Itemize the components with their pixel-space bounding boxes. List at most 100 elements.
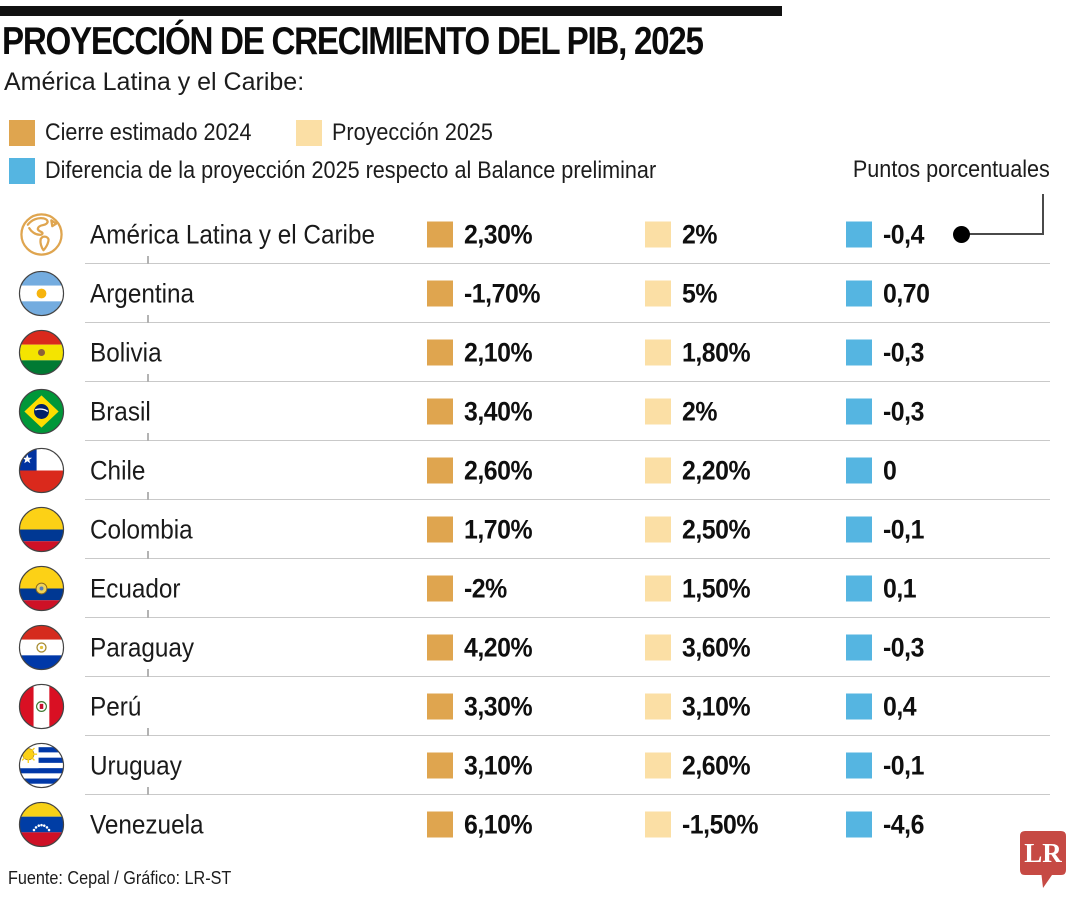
proyeccion-2025-cell: 2,20%	[645, 455, 756, 486]
proyeccion-value: 1,80%	[682, 337, 751, 367]
diferencia-cell: -0,4	[846, 219, 928, 250]
proyeccion-value: 2,20%	[682, 455, 751, 485]
row-separator	[85, 676, 1050, 677]
diferencia-cell: -0,3	[846, 337, 928, 368]
proyeccion-value: 1,50%	[682, 573, 751, 603]
row-separator	[85, 735, 1050, 736]
cierre-value: -1,70%	[464, 278, 540, 308]
flag-ecuador-icon	[18, 565, 65, 612]
callout-line-horizontal	[969, 233, 1044, 235]
country-label: Paraguay	[90, 632, 195, 662]
flag-uruguay-icon	[18, 742, 65, 789]
table-row: Perú 3,30% 3,10% 0,4	[0, 677, 1080, 736]
row-separator	[85, 263, 1050, 264]
table-row: Colombia 1,70% 2,50% -0,1	[0, 500, 1080, 559]
proyeccion-2025-cell: -1,50%	[645, 809, 765, 840]
cierre-2024-cell: 4,20%	[427, 632, 538, 663]
country-label: América Latina y el Caribe	[90, 219, 375, 249]
diferencia-cell: 0,1	[846, 573, 919, 604]
diferencia-swatch-icon	[846, 221, 872, 248]
row-separator	[85, 381, 1050, 382]
row-separator-tick	[147, 256, 149, 264]
flag-argentina-icon	[18, 270, 65, 317]
proyeccion-swatch-icon	[645, 634, 671, 661]
diferencia-swatch-icon	[846, 398, 872, 425]
table-row: Argentina -1,70% 5% 0,70	[0, 264, 1080, 323]
lr-logo-bubble: LR	[1020, 831, 1066, 888]
cierre-swatch-icon	[427, 457, 453, 484]
row-separator	[85, 558, 1050, 559]
flag-bolivia-icon	[18, 329, 65, 376]
diferencia-cell: -0,1	[846, 750, 928, 781]
table-row: Bolivia 2,10% 1,80% -0,3	[0, 323, 1080, 382]
legend-label-diferencia: Diferencia de la proyección 2025 respect…	[45, 157, 657, 184]
proyeccion-swatch-icon	[645, 398, 671, 425]
proyeccion-2025-cell: 3,10%	[645, 691, 756, 722]
row-separator	[85, 322, 1050, 323]
proyeccion-value: 2,60%	[682, 750, 751, 780]
flag-colombia-icon	[18, 506, 65, 553]
title-accent-bar	[0, 6, 782, 16]
proyeccion-2025-cell: 2,60%	[645, 750, 756, 781]
lr-logo: LR	[1018, 830, 1068, 890]
cierre-2024-cell: 3,40%	[427, 396, 538, 427]
diferencia-value: 0,4	[883, 691, 917, 721]
row-separator-tick	[147, 610, 149, 618]
callout-line-vertical	[1042, 194, 1044, 235]
diferencia-swatch-icon	[846, 693, 872, 720]
legend-swatch-proyeccion-icon	[296, 120, 323, 146]
cierre-swatch-icon	[427, 575, 453, 602]
row-separator	[85, 499, 1050, 500]
proyeccion-value: -1,50%	[682, 809, 758, 839]
proyeccion-2025-cell: 2,50%	[645, 514, 756, 545]
country-label: Argentina	[90, 278, 195, 308]
callout-dot	[953, 226, 970, 243]
row-separator	[85, 794, 1050, 795]
row-separator-tick	[147, 374, 149, 382]
diferencia-value: -0,1	[883, 750, 924, 780]
cierre-value: 2,10%	[464, 337, 533, 367]
proyeccion-2025-cell: 1,80%	[645, 337, 756, 368]
proyeccion-2025-cell: 2%	[645, 219, 720, 250]
diferencia-cell: -0,3	[846, 396, 928, 427]
cierre-2024-cell: -1,70%	[427, 278, 547, 309]
cierre-2024-cell: 2,10%	[427, 337, 538, 368]
country-table: América Latina y el Caribe 2,30% 2% -0,4…	[0, 205, 1080, 854]
flag-paraguay-icon	[18, 624, 65, 671]
diferencia-cell: -4,6	[846, 809, 928, 840]
legend-row-2: Diferencia de la proyección 2025 respect…	[9, 157, 724, 185]
cierre-value: 6,10%	[464, 809, 533, 839]
cierre-swatch-icon	[427, 752, 453, 779]
row-separator-tick	[147, 728, 149, 736]
row-separator-tick	[147, 315, 149, 323]
lr-logo-text: LR	[1024, 838, 1062, 868]
flag-brasil-icon	[18, 388, 65, 435]
table-row: Venezuela 6,10% -1,50% -4,6	[0, 795, 1080, 854]
proyeccion-value: 3,60%	[682, 632, 751, 662]
cierre-2024-cell: 3,10%	[427, 750, 538, 781]
diferencia-swatch-icon	[846, 280, 872, 307]
country-label: Bolivia	[90, 337, 162, 367]
row-separator-tick	[147, 492, 149, 500]
legend-label-cierre: Cierre estimado 2024	[45, 119, 252, 146]
table-row: Brasil 3,40% 2% -0,3	[0, 382, 1080, 441]
cierre-swatch-icon	[427, 693, 453, 720]
diferencia-value: -0,3	[883, 632, 924, 662]
proyeccion-swatch-icon	[645, 516, 671, 543]
flag-venezuela-icon	[18, 801, 65, 848]
legend-row-1: Cierre estimado 2024 Proyección 2025	[9, 119, 511, 147]
cierre-2024-cell: -2%	[427, 573, 511, 604]
proyeccion-value: 2%	[682, 219, 717, 249]
legend-swatch-diferencia-icon	[9, 158, 35, 184]
country-label: Venezuela	[90, 809, 204, 839]
page-title: PROYECCIÓN DE CRECIMIENTO DEL PIB, 2025	[2, 20, 704, 63]
row-separator-tick	[147, 669, 149, 677]
diferencia-swatch-icon	[846, 516, 872, 543]
cierre-value: -2%	[464, 573, 507, 603]
table-row: Ecuador -2% 1,50% 0,1	[0, 559, 1080, 618]
cierre-value: 1,70%	[464, 514, 533, 544]
country-label: Uruguay	[90, 750, 182, 780]
units-label: Puntos porcentuales	[853, 156, 1050, 183]
cierre-2024-cell: 2,60%	[427, 455, 538, 486]
diferencia-swatch-icon	[846, 811, 872, 838]
